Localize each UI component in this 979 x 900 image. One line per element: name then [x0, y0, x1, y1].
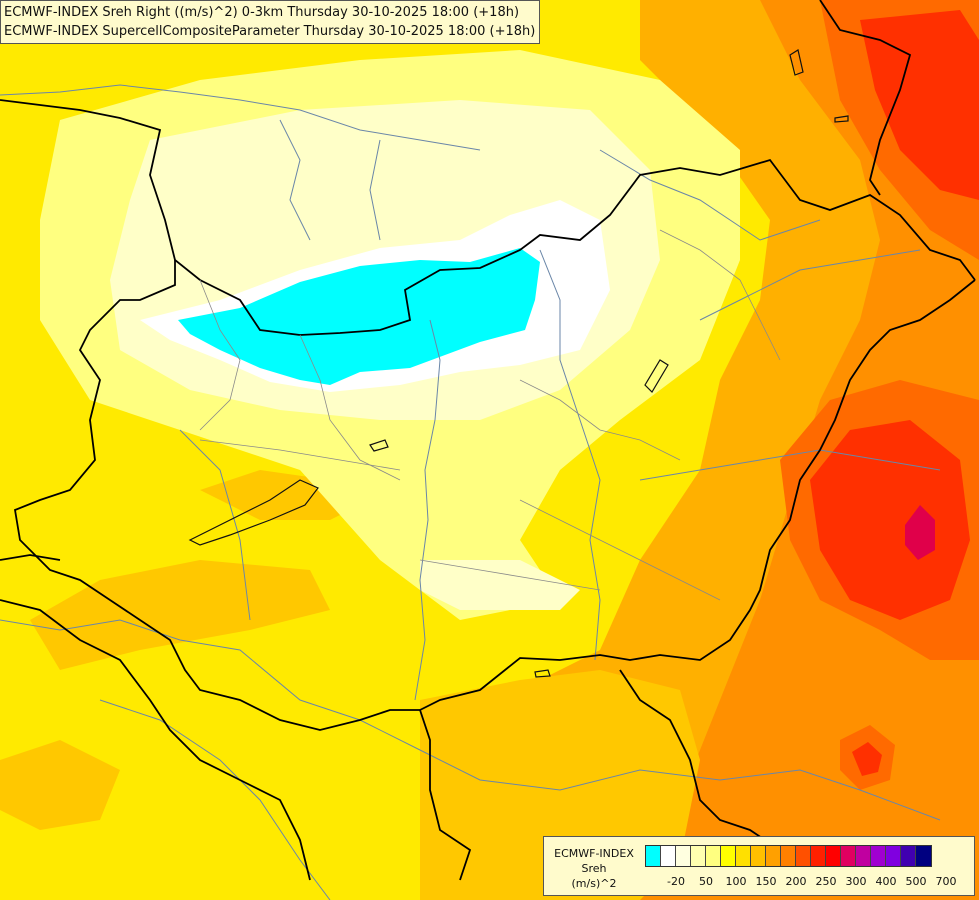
- legend-tick-label: 700: [935, 875, 957, 888]
- field-red-south: [852, 742, 882, 776]
- field-red-east: [810, 420, 970, 620]
- legend-swatch: [721, 846, 736, 866]
- lakes: [188, 49, 849, 678]
- legend-unit: (m/s)^2: [571, 877, 617, 890]
- legend-swatch: [676, 846, 691, 866]
- legend-swatch: [706, 846, 721, 866]
- title-sreh: ECMWF-INDEX Sreh Right ((m/s)^2) 0-3km T…: [4, 5, 520, 20]
- legend-tick-label: 100: [725, 875, 747, 888]
- legend-swatch: [856, 846, 871, 866]
- legend-swatch: [841, 846, 856, 866]
- legend-swatch: [826, 846, 841, 866]
- legend-swatch: [736, 846, 751, 866]
- legend-ticks: -20 50 100 150 200 250 300 400 500 700: [644, 875, 974, 889]
- legend-swatch: [811, 846, 826, 866]
- legend-tick-label: 250: [815, 875, 837, 888]
- field-cyan: [178, 248, 540, 385]
- legend-swatch: [751, 846, 766, 866]
- field-gold-southwest: [0, 740, 120, 830]
- legend-tick-label: 400: [875, 875, 897, 888]
- legend-swatch: [796, 846, 811, 866]
- legend-title: ECMWF-INDEX Sreh (m/s)^2: [548, 846, 640, 891]
- legend-tick-label: 150: [755, 875, 777, 888]
- legend-swatch: [781, 846, 796, 866]
- legend-swatch: [661, 846, 676, 866]
- map-title-box: ECMWF-INDEX Sreh Right ((m/s)^2) 0-3km T…: [0, 0, 541, 44]
- legend-swatch: [691, 846, 706, 866]
- legend-tick-label: 50: [699, 875, 713, 888]
- rivers: [0, 84, 941, 900]
- title-scp: ECMWF-INDEX SupercellCompositeParameter …: [4, 24, 536, 39]
- field-pale-south: [420, 560, 580, 610]
- field-magenta-core: [905, 505, 935, 560]
- legend-swatch: [646, 846, 661, 866]
- legend-swatch: [916, 846, 931, 866]
- field-red-northeast: [860, 10, 979, 200]
- legend-tick-label: -20: [667, 875, 685, 888]
- legend-swatch: [871, 846, 886, 866]
- legend-tick-label: 500: [905, 875, 927, 888]
- legend-tick-label: 200: [785, 875, 807, 888]
- field-gold-west: [30, 560, 330, 670]
- legend-variable: Sreh: [581, 862, 607, 875]
- legend-model: ECMWF-INDEX: [554, 847, 634, 860]
- legend-swatch: [766, 846, 781, 866]
- legend-swatch: [886, 846, 901, 866]
- legend: ECMWF-INDEX Sreh (m/s)^2 -20 50 100 150 200 2…: [543, 836, 975, 896]
- legend-tick-label: 300: [845, 875, 867, 888]
- regional-boundaries: [199, 229, 781, 601]
- legend-color-scale: [645, 845, 932, 867]
- legend-swatch: [901, 846, 916, 866]
